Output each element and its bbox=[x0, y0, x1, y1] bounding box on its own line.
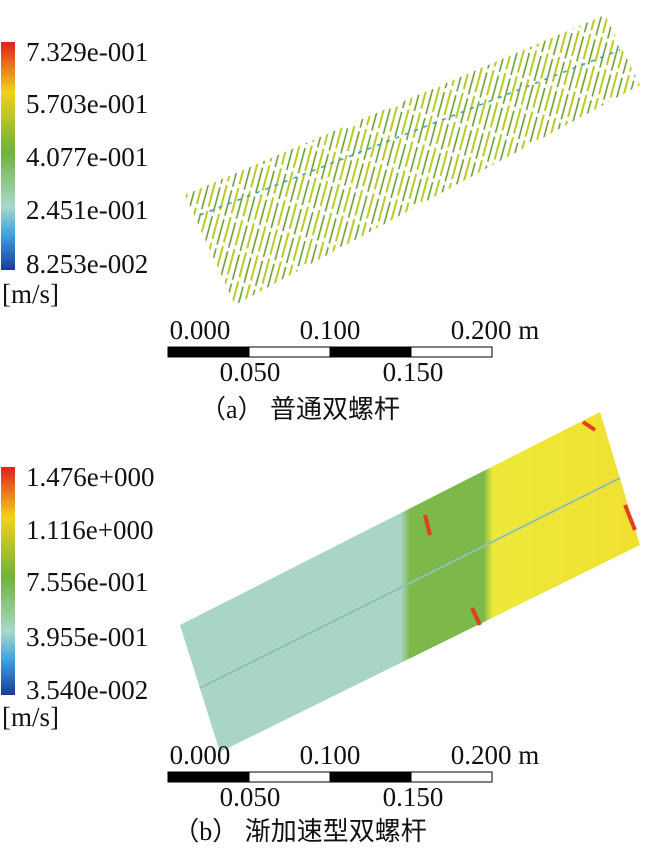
legend-bar bbox=[1, 42, 15, 270]
flow-centerline bbox=[199, 477, 621, 689]
scale-label: 0.200 m bbox=[451, 740, 540, 770]
legend-label: 8.253e-002 bbox=[26, 249, 148, 279]
legend-unit: [m/s] bbox=[2, 702, 59, 732]
scale-label: 0.050 bbox=[220, 357, 281, 387]
legend-label: 3.540e-002 bbox=[26, 675, 148, 705]
scale-label: 0.000 bbox=[170, 740, 231, 770]
high-velocity-spots bbox=[423, 420, 637, 626]
legend-bar bbox=[1, 467, 15, 695]
legend-label: 3.955e-001 bbox=[26, 622, 148, 652]
legend-label: 5.703e-001 bbox=[26, 89, 148, 119]
legend-unit: [m/s] bbox=[2, 279, 59, 309]
legend-label: 1.476e+000 bbox=[26, 462, 154, 492]
scale-label: 0.100 bbox=[300, 315, 361, 345]
scale-bar bbox=[167, 346, 493, 358]
scale-label: 0.000 bbox=[170, 315, 231, 345]
scale-label: 0.100 bbox=[300, 740, 361, 770]
legend-label: 1.116e+000 bbox=[26, 515, 153, 545]
scale-label: 0.200 m bbox=[451, 315, 540, 345]
legend-label: 7.556e-001 bbox=[26, 567, 148, 597]
legend-label: 7.329e-001 bbox=[26, 37, 148, 67]
scale-label: 0.150 bbox=[383, 357, 444, 387]
legend-label: 4.077e-001 bbox=[26, 142, 148, 172]
scale-label: 0.050 bbox=[220, 782, 281, 812]
caption: （a） 普通双螺杆 bbox=[200, 395, 400, 424]
caption: （b） 渐加速型双螺杆 bbox=[173, 817, 427, 846]
scale-bar bbox=[167, 771, 493, 783]
flow-field-image bbox=[185, 15, 640, 305]
scale-label: 0.150 bbox=[383, 782, 444, 812]
legend-label: 2.451e-001 bbox=[26, 195, 148, 225]
